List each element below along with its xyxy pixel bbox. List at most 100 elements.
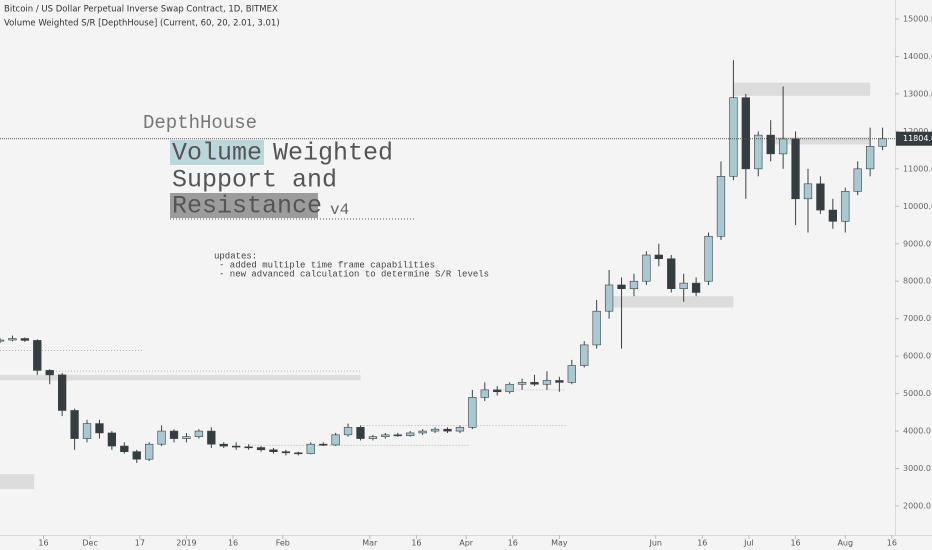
sr-zone <box>770 136 871 145</box>
x-tick-label: Mar <box>362 539 378 548</box>
y-tick-label: 5000.0 <box>903 389 931 398</box>
candle-body <box>57 374 67 411</box>
x-tick-label: 16 <box>697 539 707 548</box>
x-tick-label: 16 <box>228 539 238 548</box>
candle-body <box>418 430 427 434</box>
candle-body <box>493 389 502 393</box>
sr-zone <box>612 296 734 308</box>
candle-body <box>0 339 5 342</box>
candle-body <box>194 430 204 437</box>
candle-body <box>169 430 179 439</box>
candle-body <box>132 451 141 460</box>
sr-zone <box>0 474 35 490</box>
candle-body <box>828 209 838 222</box>
candle-body <box>654 254 663 260</box>
candle-body <box>604 284 614 312</box>
title-word: Resistance <box>172 192 322 221</box>
candle-body <box>145 443 154 460</box>
candle-body <box>20 338 30 341</box>
candle-body <box>841 191 850 222</box>
y-tick-label: 8000.0 <box>903 277 931 286</box>
y-tick-label: 15000.0 <box>903 14 932 23</box>
candle-body <box>816 183 825 211</box>
candle-body <box>443 428 452 432</box>
x-tick-label: 16 <box>508 539 518 548</box>
y-tick-label: 6000.0 <box>903 352 931 361</box>
candle-body <box>430 428 440 432</box>
candle-body <box>107 432 117 447</box>
candle-body <box>704 235 713 282</box>
y-tick-label: 12000.0 <box>903 127 932 136</box>
candle-body <box>629 280 639 290</box>
candle-body <box>219 443 228 447</box>
candle-body <box>207 430 216 445</box>
candle-body <box>33 340 42 371</box>
candle-body <box>45 370 54 376</box>
candle-body <box>343 427 353 436</box>
update-item: - new advanced calculation to determine … <box>219 269 489 279</box>
candle-body <box>269 449 278 452</box>
candle-body <box>778 138 788 155</box>
highlight <box>170 140 264 165</box>
x-tick-label: 16 <box>38 539 48 548</box>
candle-body <box>331 434 340 446</box>
x-tick-label: Jul <box>743 539 754 548</box>
sr-zone <box>733 82 871 96</box>
title-word: Weighted <box>273 139 393 168</box>
y-tick-label: 4000.0 <box>903 427 931 436</box>
candle-body <box>82 423 92 439</box>
candle-body <box>642 254 651 282</box>
indicator-title: Volume Weighted S/R [DepthHouse] (Curren… <box>4 19 280 29</box>
candle-body <box>70 410 79 439</box>
candle-body <box>381 434 390 437</box>
y-tick-label: 3000.0 <box>903 464 931 473</box>
candle-body <box>580 344 589 366</box>
candle-body <box>667 258 676 290</box>
x-tick-label: May <box>551 539 568 548</box>
y-tick-label: 10000.0 <box>903 202 932 211</box>
candle-body <box>754 134 763 170</box>
candle-body <box>232 445 241 448</box>
x-tick-label: Feb <box>276 539 290 548</box>
last-price-box <box>896 131 932 146</box>
candle-body <box>306 443 315 454</box>
candle-body <box>505 383 514 393</box>
candle-body <box>729 97 738 177</box>
candle-body <box>766 134 775 155</box>
x-tick-label: 16 <box>790 539 800 548</box>
candle-body <box>592 310 601 346</box>
candle-body <box>679 282 688 290</box>
brand: DepthHouse <box>143 112 257 134</box>
candle-body <box>120 445 129 452</box>
x-tick-label: Jun <box>648 539 662 548</box>
y-tick-label: 2000.0 <box>903 502 931 511</box>
candle-body <box>517 382 527 385</box>
candle-body <box>95 423 104 434</box>
candle-body <box>555 380 564 383</box>
candle-body <box>356 427 365 439</box>
candle-body <box>182 436 191 439</box>
title-line: Support and <box>172 166 337 195</box>
candle-body <box>542 380 552 385</box>
candle-body <box>244 446 253 449</box>
candle-body <box>157 430 166 445</box>
candle-body <box>530 382 539 385</box>
y-tick-label: 11000.0 <box>903 164 932 173</box>
highlight <box>170 193 318 218</box>
candle-body <box>480 389 489 398</box>
version: v4 <box>330 201 349 219</box>
candle-body <box>803 183 813 200</box>
candle-body <box>281 451 291 454</box>
candle-body <box>256 447 266 451</box>
candle-body <box>691 282 701 293</box>
candle-body <box>741 97 750 170</box>
candle-body <box>455 427 465 432</box>
candle-body <box>853 168 862 192</box>
candle-body <box>8 338 17 341</box>
updates-title: updates: <box>214 251 257 261</box>
annotation: DepthHouse Volume Weighted Support and R… <box>143 112 489 279</box>
candle-body <box>865 146 875 170</box>
candle-body <box>878 138 887 147</box>
